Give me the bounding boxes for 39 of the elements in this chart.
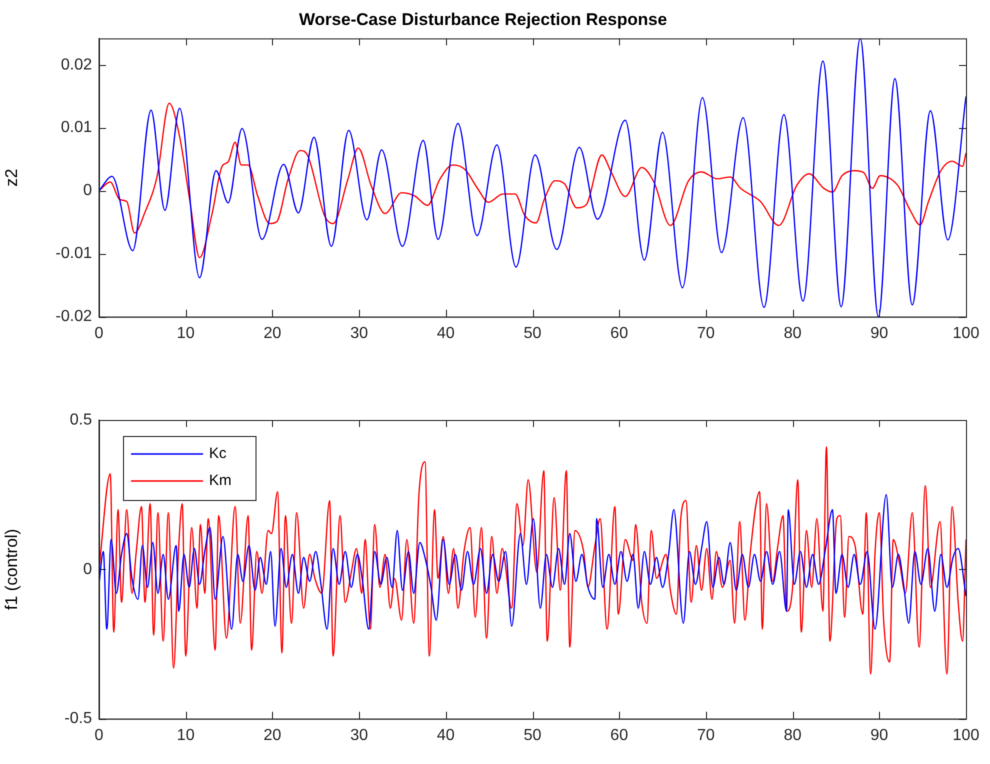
x-tick-label: 40 — [436, 726, 455, 744]
x-tick-label: 100 — [952, 324, 980, 342]
y-tick-label: 0 — [83, 560, 92, 578]
x-tick-label: 50 — [524, 726, 542, 744]
legend-label: Kc — [209, 445, 228, 462]
y-tick-label: -0.01 — [56, 245, 92, 262]
line-series — [99, 494, 966, 630]
x-tick-label: 90 — [870, 726, 888, 744]
x-tick-label: 80 — [784, 324, 802, 342]
x-tick-label: 60 — [610, 726, 628, 744]
x-tick-label: 20 — [264, 726, 282, 744]
y-tick-label: -0.5 — [64, 710, 92, 728]
x-tick-label: 30 — [350, 726, 368, 744]
x-tick-label: 30 — [350, 324, 368, 342]
x-tick-label: 70 — [697, 324, 715, 342]
chart-title: Worse-Case Disturbance Rejection Response — [298, 10, 668, 29]
x-tick-label: 0 — [94, 324, 104, 342]
y-axis-title: z2 — [2, 168, 21, 187]
x-tick-label: 60 — [610, 324, 628, 342]
x-tick-label: 90 — [870, 324, 888, 342]
y-tick-label: 0.02 — [60, 56, 92, 74]
line-series — [99, 446, 966, 675]
line-series — [99, 38, 966, 317]
x-tick-label: 0 — [94, 726, 104, 744]
x-tick-label: 20 — [264, 324, 282, 342]
x-tick-label: 10 — [176, 726, 195, 744]
x-tick-label: 50 — [524, 324, 542, 342]
y-tick-label: -0.02 — [56, 308, 92, 326]
line-series — [99, 102, 966, 258]
x-tick-label: 10 — [176, 324, 195, 342]
x-tick-label: 80 — [784, 726, 802, 744]
x-tick-label: 100 — [952, 726, 980, 744]
x-tick-label: 40 — [436, 324, 455, 342]
y-axis-title: f1 (control) — [2, 528, 21, 610]
y-tick-label: 0.01 — [60, 119, 92, 136]
y-tick-label: 0.5 — [70, 411, 92, 428]
legend-label: Km — [209, 472, 232, 490]
y-tick-label: 0 — [83, 182, 92, 200]
x-tick-label: 70 — [697, 726, 715, 744]
